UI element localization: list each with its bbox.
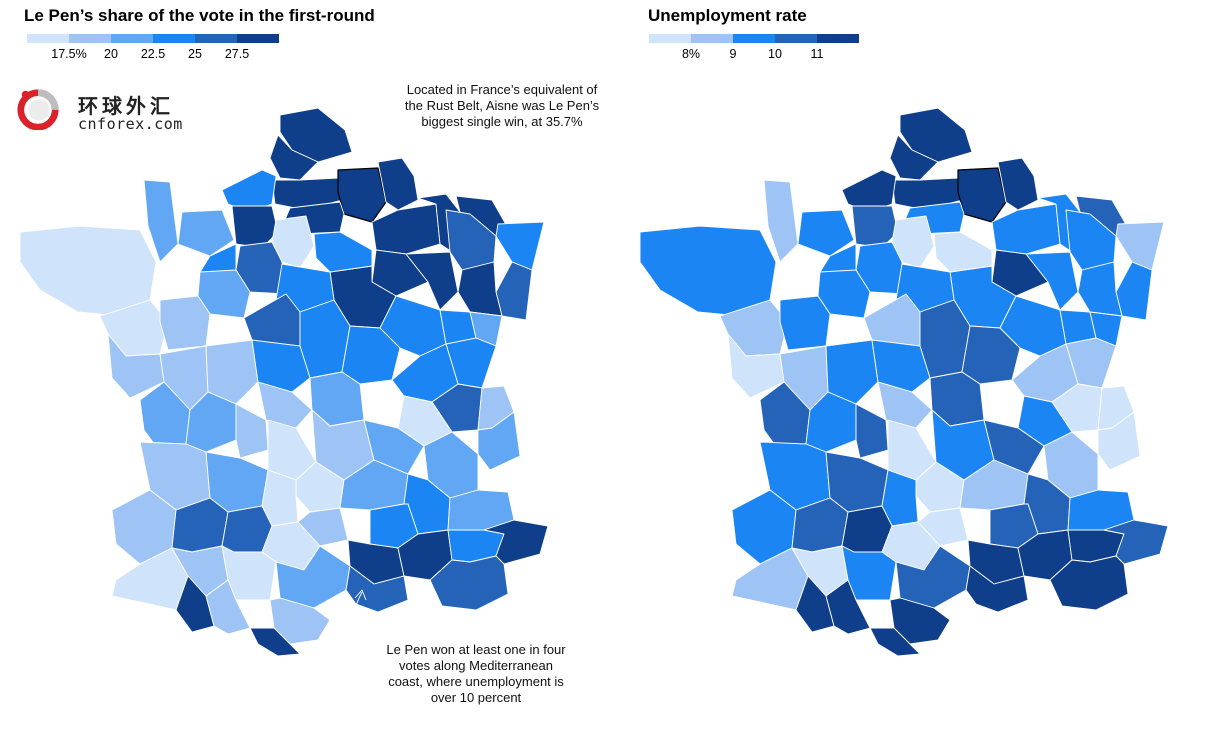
departement-herault	[965, 565, 1029, 613]
departement-manche	[763, 179, 799, 263]
logo-latin-text: cnforex.com	[78, 115, 183, 133]
departement-vosges	[1077, 261, 1123, 317]
legend-swatch	[195, 34, 237, 43]
departement-indre	[251, 339, 311, 393]
mediterranean-annotation: Le Pen won at least one in four votes al…	[386, 642, 566, 705]
legend-swatch	[817, 34, 859, 43]
departement-eure	[231, 205, 279, 249]
legend-tick-label: 27.5	[224, 47, 250, 61]
annotation-arrows	[0, 0, 605, 737]
departement-vienne	[205, 339, 259, 405]
departement-vienne	[825, 339, 879, 405]
departement-haute-marne	[1025, 251, 1079, 311]
departement-aude	[249, 627, 301, 657]
departement-alpes-maritimes	[1103, 519, 1169, 565]
right-legend: 8% 9 10 11	[649, 34, 859, 64]
left-choropleth-map	[19, 107, 549, 657]
departement-haut-rhin	[495, 261, 533, 321]
legend-swatch	[775, 34, 817, 43]
legend-tick-label: 25	[188, 47, 202, 61]
departement-haute-marne	[405, 251, 459, 311]
legend-swatch	[153, 34, 195, 43]
legend-tick-label: 8%	[681, 47, 701, 61]
departement-maine-et-loire	[779, 295, 831, 351]
aisne-arrowhead-icon	[355, 155, 367, 167]
departement-ardennes	[377, 157, 419, 211]
departement-manche	[143, 179, 179, 263]
departement-calvados	[797, 209, 855, 257]
departement-seine-maritime	[221, 169, 277, 213]
departement-nord	[899, 107, 973, 163]
departement-aube	[371, 249, 429, 297]
left-map-title: Le Pen’s share of the vote in the first-…	[24, 6, 375, 25]
right-legend-ticks: 8% 9 10 11	[649, 47, 859, 63]
legend-tick-label: 20	[104, 47, 118, 61]
left-legend: 17.5% 20 22.5 25 27.5	[27, 34, 279, 64]
logo-ring-icon	[17, 89, 59, 130]
legend-swatch	[111, 34, 153, 43]
legend-swatch	[27, 34, 69, 43]
aisne-annotation: Located in France’s equivalent of the Ru…	[404, 82, 600, 129]
departement-marne	[991, 203, 1061, 255]
departement-haute-vienne	[235, 403, 269, 459]
departement-bas-rhin	[1115, 221, 1165, 271]
departement-ardennes	[997, 157, 1039, 211]
departement-seine-et-marne	[313, 231, 373, 273]
departement-haute-vienne	[855, 403, 889, 459]
legend-tick-label: 9	[729, 47, 737, 61]
legend-swatch	[69, 34, 111, 43]
departement-alpes-maritimes	[483, 519, 549, 565]
legend-swatch	[649, 34, 691, 43]
departement-calvados	[177, 209, 235, 257]
departement-herault	[345, 565, 409, 613]
departement-loire	[983, 419, 1045, 475]
departement-seine-maritime	[841, 169, 897, 213]
departement-bretagne	[639, 225, 777, 317]
departement-creuse	[877, 381, 933, 429]
med-arrow	[350, 591, 393, 684]
departement-bouches-du-rhone	[429, 555, 509, 611]
departement-eure	[851, 205, 899, 249]
departement-indre	[871, 339, 931, 393]
legend-swatch	[237, 34, 279, 43]
legend-tick-label: 22.5	[140, 47, 166, 61]
departement-aude	[869, 627, 921, 657]
departement-aisne	[957, 167, 1007, 223]
legend-tick-label: 17.5%	[51, 47, 87, 61]
right-map-title: Unemployment rate	[648, 6, 807, 25]
departement-nord	[279, 107, 353, 163]
med-arrowhead-icon	[354, 589, 367, 601]
legend-tick-label: 11	[810, 47, 824, 61]
logo-chinese-text: 环球外汇	[78, 94, 174, 118]
departement-seine-et-marne	[933, 231, 993, 273]
departement-haut-rhin	[1115, 261, 1153, 321]
departement-creuse	[257, 381, 313, 429]
departement-bouches-du-rhone	[1049, 555, 1129, 611]
aisne-arrow	[361, 98, 421, 159]
left-legend-ticks: 17.5% 20 22.5 25 27.5	[27, 47, 279, 63]
right-legend-colorbar	[649, 34, 859, 43]
legend-swatch	[733, 34, 775, 43]
legend-swatch	[691, 34, 733, 43]
departement-loire	[363, 419, 425, 475]
cnforex-logo: 环球外汇 cnforex.com	[16, 86, 206, 136]
departement-aube	[991, 249, 1049, 297]
left-legend-colorbar	[27, 34, 279, 43]
legend-tick-label: 10	[768, 47, 782, 61]
